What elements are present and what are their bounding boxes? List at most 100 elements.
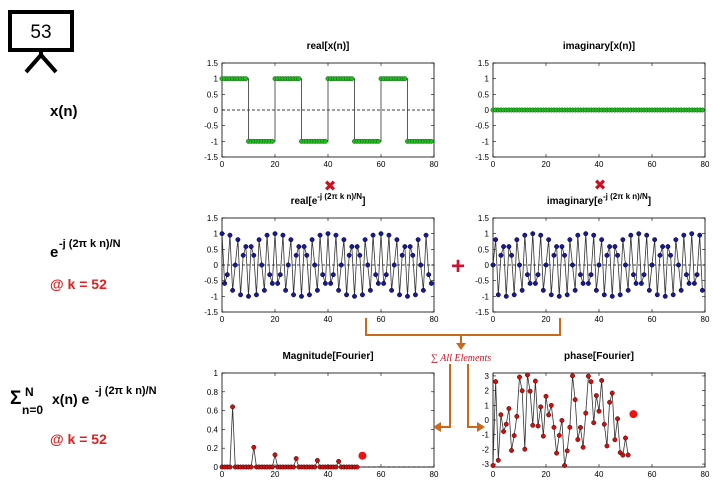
data-point: [625, 452, 631, 458]
data-point: [599, 378, 605, 383]
data-point: [660, 244, 666, 250]
data-point: [501, 244, 507, 250]
y-tick-label: -0.5: [204, 122, 218, 131]
plot-imaginary-exponential: imaginary[e-j (2π k n)/N] 1.5 1 0.5 0 -0.5 -1 -…: [475, 192, 710, 324]
data-point: [572, 287, 578, 293]
plot-title: phase[Fourier]: [564, 351, 634, 362]
data-point: [684, 272, 689, 278]
sum-bracket: [365, 318, 561, 336]
data-point: [341, 237, 347, 243]
y-tick-label: -1.5: [204, 308, 218, 317]
data-point: [652, 237, 658, 243]
x-tick-label: 60: [648, 315, 657, 324]
data-point: [580, 444, 586, 450]
data-point: [296, 76, 302, 82]
plot-frame: [492, 372, 706, 468]
y-tick-label: -1.5: [475, 308, 489, 317]
data-point: [394, 237, 400, 243]
data-point: [601, 421, 607, 427]
data-point: [259, 262, 265, 268]
x-tick-label: 20: [271, 160, 280, 169]
sum-upper-limit: N: [25, 385, 34, 399]
y-tick-label: -0.5: [475, 122, 489, 131]
data-point: [612, 437, 618, 443]
y-tick-label: 0: [214, 106, 219, 115]
y-tick-label: -2: [482, 445, 490, 454]
data-point: [322, 280, 328, 286]
plot-title: Magnitude[Fourier]: [282, 351, 373, 362]
data-point: [415, 237, 421, 243]
y-tick-label: 0: [485, 261, 490, 270]
data-point: [299, 293, 304, 299]
data-point: [567, 237, 573, 243]
data-point: [291, 292, 296, 298]
data-point: [498, 252, 504, 258]
data-point: [699, 107, 705, 113]
data-point: [543, 393, 549, 399]
multiply-symbol-right: ✖: [594, 177, 607, 194]
data-point: [248, 464, 254, 470]
data-point: [588, 379, 594, 385]
data-point: [678, 287, 684, 293]
data-point: [349, 76, 355, 82]
data-point: [585, 280, 591, 286]
data-point: [540, 433, 546, 439]
data-point: [246, 293, 251, 299]
data-point: [336, 458, 342, 464]
data-point: [360, 292, 365, 298]
data-point: [325, 231, 331, 237]
data-point: [503, 421, 509, 427]
x-tick-label: 60: [648, 470, 657, 479]
data-point: [540, 287, 546, 293]
data-point: [535, 272, 541, 278]
x-tick-label: 20: [542, 315, 551, 324]
data-point: [272, 231, 278, 237]
data-point: [402, 244, 408, 250]
data-point: [551, 252, 557, 258]
x-tick-label: 0: [491, 315, 496, 324]
data-point: [641, 272, 647, 278]
data-point: [386, 232, 392, 238]
data-point: [410, 252, 416, 258]
x-tick-label: 40: [324, 160, 333, 169]
magnitude-arrowhead: [433, 422, 441, 432]
data-point: [381, 280, 387, 286]
y-tick-label: 0: [214, 261, 219, 270]
data-point: [673, 237, 679, 243]
x-tick-label: 80: [430, 160, 439, 169]
data-point: [261, 287, 267, 293]
data-point: [309, 237, 315, 243]
data-point: [697, 232, 703, 238]
data-point: [607, 244, 613, 250]
data-point: [596, 408, 602, 414]
plot-title-sup: -j (2π k n)/N: [317, 192, 362, 201]
data-point: [591, 420, 597, 426]
data-point: [607, 399, 613, 405]
data-point: [269, 280, 275, 286]
x-tick-label: 60: [377, 315, 386, 324]
x-tick-label: 0: [220, 315, 225, 324]
plot-title-sup: -j (2π k n)/N: [603, 192, 648, 201]
data-point: [269, 464, 275, 470]
data-point: [423, 232, 429, 238]
phase-arrowhead: [477, 422, 485, 432]
data-point: [362, 237, 368, 243]
data-point: [575, 437, 581, 442]
data-point: [272, 452, 278, 458]
data-point: [535, 423, 541, 429]
data-point: [495, 292, 501, 298]
data-point: [654, 292, 660, 298]
data-point: [519, 388, 525, 394]
data-point: [333, 232, 339, 238]
current-k-point: [629, 410, 638, 419]
data-point: [570, 262, 575, 268]
data-point: [548, 402, 554, 408]
x-tick-label: 0: [491, 160, 496, 169]
data-point: [530, 231, 536, 237]
x-tick-label: 40: [595, 160, 604, 169]
x-tick-label: 20: [542, 470, 551, 479]
data-point: [554, 450, 560, 456]
data-point: [599, 237, 605, 243]
data-point: [420, 287, 426, 293]
